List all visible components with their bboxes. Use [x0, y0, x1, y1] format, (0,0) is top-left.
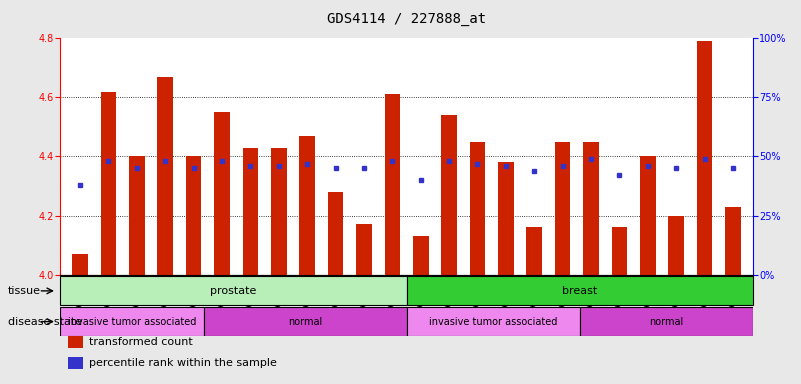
Bar	[356, 224, 372, 275]
Bar	[413, 236, 429, 275]
Bar	[186, 156, 201, 275]
Bar	[640, 156, 656, 275]
Bar	[725, 207, 741, 275]
Bar	[441, 115, 457, 275]
Text: invasive tumor associated: invasive tumor associated	[68, 316, 196, 327]
Text: breast: breast	[562, 286, 598, 296]
Bar	[271, 147, 287, 275]
Bar	[498, 162, 513, 275]
Text: normal: normal	[288, 316, 323, 327]
Bar	[469, 142, 485, 275]
Bar	[243, 147, 258, 275]
Text: invasive tumor associated: invasive tumor associated	[429, 316, 557, 327]
Bar	[406, 276, 753, 305]
Bar	[157, 77, 173, 275]
Bar	[406, 307, 580, 336]
Bar	[555, 142, 570, 275]
Bar	[328, 192, 344, 275]
Bar	[612, 227, 627, 275]
Text: tissue: tissue	[8, 286, 41, 296]
Text: percentile rank within the sample: percentile rank within the sample	[89, 358, 277, 368]
Bar	[60, 307, 204, 336]
Bar	[214, 112, 230, 275]
Text: transformed count: transformed count	[89, 337, 193, 347]
Bar	[580, 307, 753, 336]
Bar	[526, 227, 542, 275]
Text: disease state: disease state	[8, 316, 83, 327]
Text: normal: normal	[649, 316, 683, 327]
Bar	[583, 142, 599, 275]
Bar	[60, 276, 406, 305]
Bar	[204, 307, 406, 336]
Bar	[697, 41, 712, 275]
Bar	[72, 254, 88, 275]
Bar	[300, 136, 315, 275]
Text: GDS4114 / 227888_at: GDS4114 / 227888_at	[327, 12, 486, 25]
Bar	[129, 156, 144, 275]
Text: prostate: prostate	[210, 286, 256, 296]
Bar	[101, 91, 116, 275]
Bar	[669, 215, 684, 275]
Bar	[384, 94, 400, 275]
